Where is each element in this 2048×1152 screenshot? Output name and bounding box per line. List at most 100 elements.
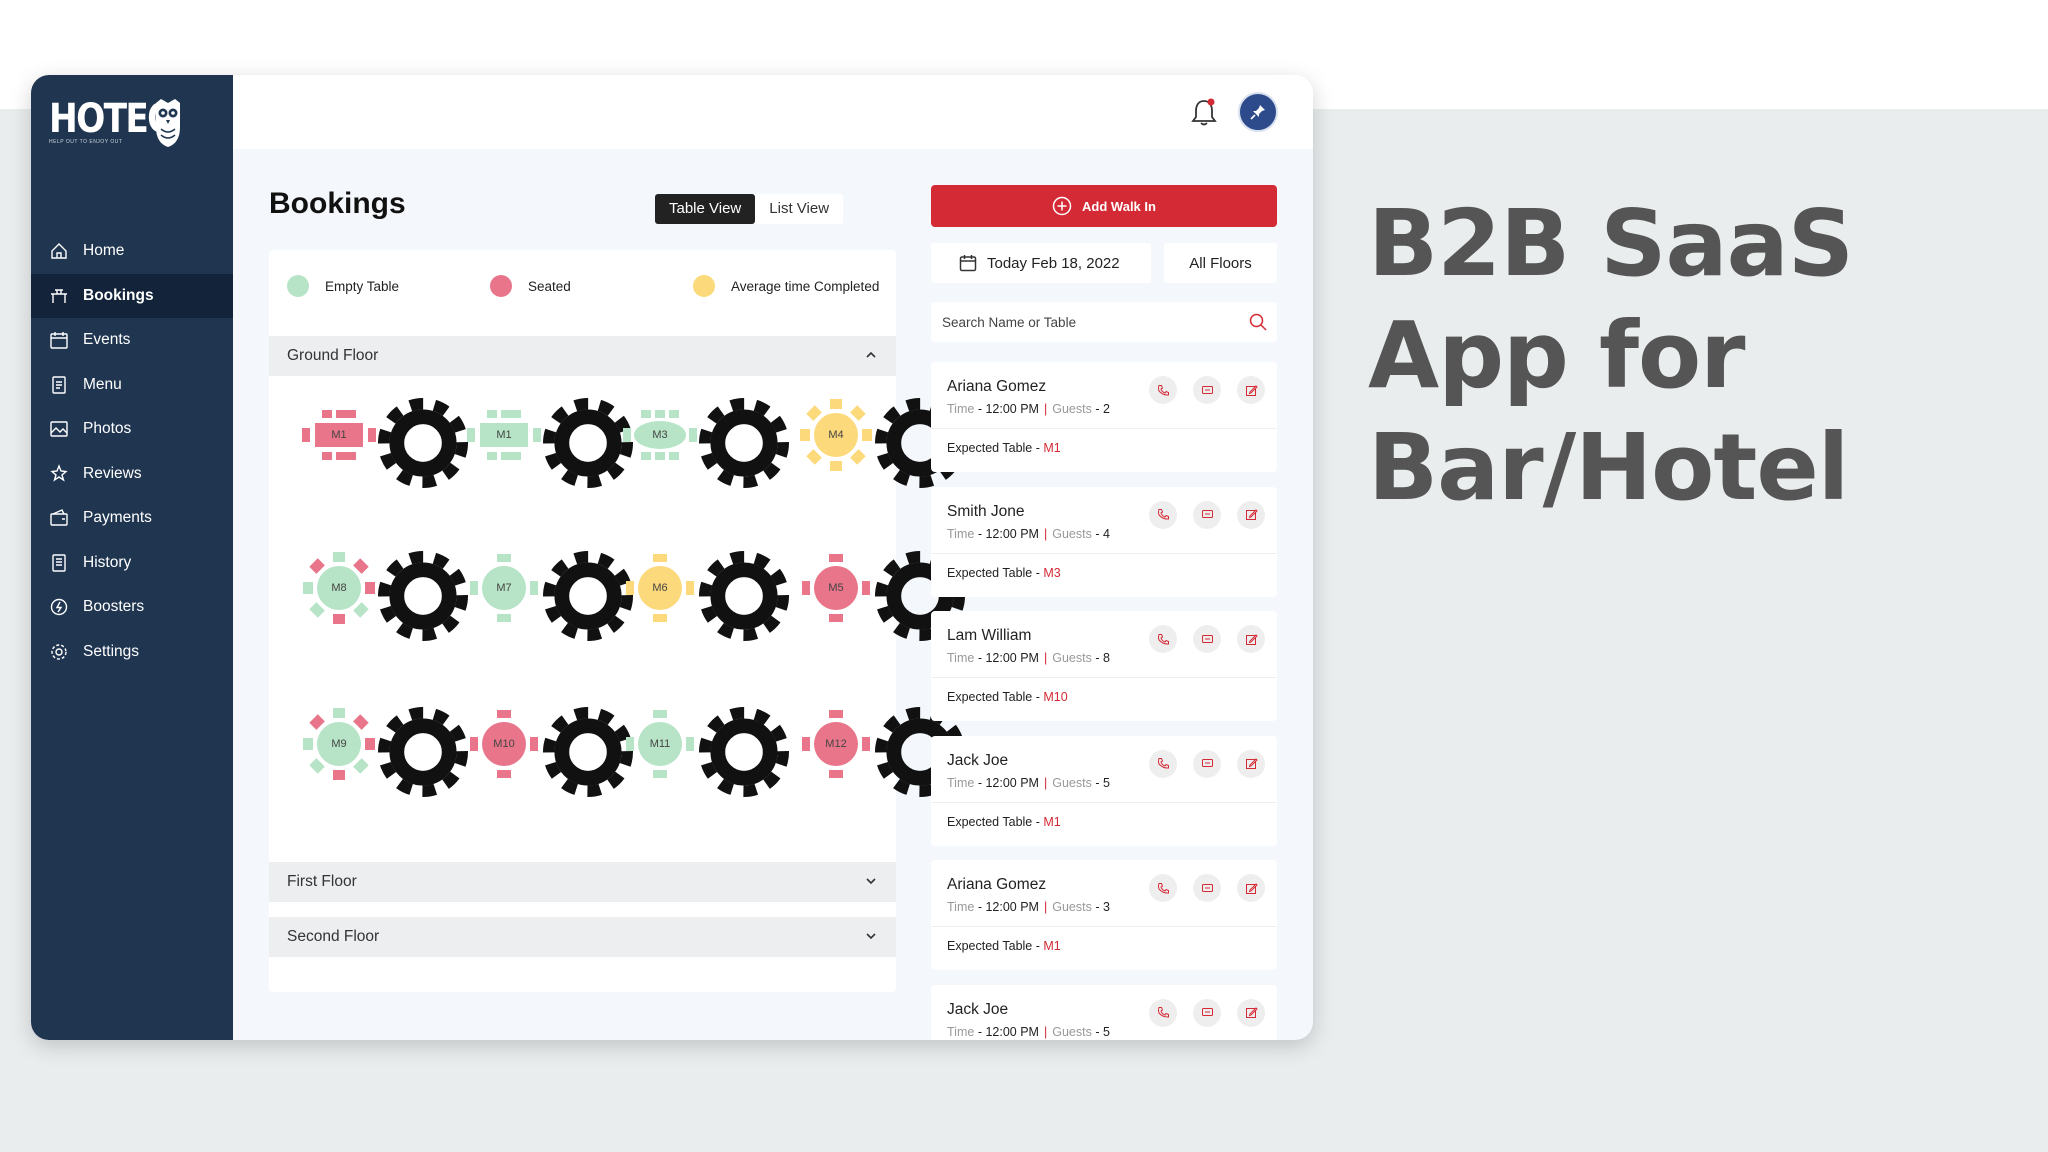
sidebar-item-label: Home bbox=[83, 242, 125, 260]
home-icon bbox=[51, 243, 67, 259]
legend-average-swatch bbox=[693, 275, 715, 297]
floor-selector[interactable]: All Floors bbox=[1164, 243, 1277, 283]
ground-floor-header[interactable]: Ground Floor bbox=[269, 336, 896, 376]
expected-table: Expected Table - M3 bbox=[947, 566, 1061, 580]
gear-icon[interactable] bbox=[698, 706, 790, 798]
search-box bbox=[931, 302, 1277, 342]
search-input[interactable] bbox=[942, 314, 1232, 330]
sidebar-item-boosters[interactable]: Boosters bbox=[31, 585, 233, 630]
meta-separator: | bbox=[1043, 402, 1048, 416]
sidebar-item-label: Menu bbox=[83, 375, 122, 393]
booking-card[interactable]: Jack Joe Time - 12:00 PM | Guests - 5 bbox=[931, 984, 1277, 1040]
gear-icon[interactable] bbox=[377, 706, 469, 798]
list-view-button[interactable]: List View bbox=[769, 200, 830, 217]
gear-icon[interactable] bbox=[542, 706, 634, 798]
first-floor-header[interactable]: First Floor bbox=[269, 862, 896, 902]
second-floor-header[interactable]: Second Floor bbox=[269, 917, 896, 957]
sidebar-item-menu[interactable]: Menu bbox=[31, 363, 233, 408]
call-button[interactable] bbox=[1149, 500, 1177, 529]
message-icon bbox=[1201, 634, 1213, 643]
edit-button[interactable] bbox=[1237, 749, 1265, 778]
edit-button[interactable] bbox=[1237, 500, 1265, 529]
dining-table[interactable]: M11 bbox=[615, 699, 790, 798]
sidebar-item-payments[interactable]: Payments bbox=[31, 496, 233, 541]
booking-card[interactable]: Ariana Gomez Time - 12:00 PM | Guests - 2 Ex… bbox=[931, 362, 1277, 472]
notification-bell-icon[interactable] bbox=[1190, 97, 1218, 127]
dining-table[interactable]: M8 bbox=[294, 543, 469, 642]
dining-table[interactable]: M5 bbox=[791, 543, 966, 642]
dining-table[interactable]: M6 bbox=[615, 543, 790, 642]
booking-time: 12:00 PM bbox=[985, 900, 1039, 914]
gear-icon[interactable] bbox=[377, 550, 469, 642]
gear-icon[interactable] bbox=[542, 550, 634, 642]
card-divider bbox=[931, 428, 1277, 429]
call-button[interactable] bbox=[1149, 625, 1177, 653]
table-shape bbox=[800, 399, 872, 471]
message-icon bbox=[1201, 759, 1213, 767]
gear-icon[interactable] bbox=[542, 397, 634, 489]
table-view-button[interactable]: Table View bbox=[655, 194, 756, 224]
sidebar-item-photos[interactable]: Photos bbox=[31, 407, 233, 452]
sidebar-item-reviews[interactable]: Reviews bbox=[31, 452, 233, 497]
call-button[interactable] bbox=[1149, 998, 1177, 1027]
dining-table[interactable]: M7 bbox=[459, 543, 634, 642]
guest-name: Smith Jone bbox=[947, 502, 1025, 520]
sidebar-item-history[interactable]: History bbox=[31, 541, 233, 586]
booking-card[interactable]: Lam William Time - 12:00 PM | Guests - 8 Exp… bbox=[931, 611, 1277, 721]
booking-meta: Time - 12:00 PM | Guests - 5 bbox=[947, 1025, 1110, 1039]
sidebar-item-settings[interactable]: Settings bbox=[31, 630, 233, 675]
expected-table-label: Expected Table - bbox=[947, 939, 1040, 953]
date-value: Today Feb 18, 2022 bbox=[987, 254, 1120, 272]
expected-table-id: M3 bbox=[1043, 565, 1061, 580]
edit-button[interactable] bbox=[1237, 874, 1265, 902]
call-button[interactable] bbox=[1149, 874, 1177, 902]
card-divider bbox=[931, 677, 1277, 678]
table-shape bbox=[626, 554, 694, 622]
phone-icon bbox=[1157, 758, 1169, 769]
message-button[interactable] bbox=[1193, 874, 1221, 902]
sidebar-item-events[interactable]: Events bbox=[31, 318, 233, 363]
call-button[interactable] bbox=[1149, 376, 1177, 404]
card-actions bbox=[1133, 749, 1265, 778]
call-button[interactable] bbox=[1149, 749, 1177, 778]
message-button[interactable] bbox=[1193, 500, 1221, 529]
search-icon[interactable] bbox=[1249, 313, 1267, 331]
edit-button[interactable] bbox=[1237, 998, 1265, 1027]
time-label: Time bbox=[947, 402, 975, 416]
dining-table[interactable]: M1 bbox=[294, 390, 469, 489]
dining-table[interactable]: M4 bbox=[791, 390, 966, 489]
dining-table[interactable]: M3 bbox=[615, 390, 790, 489]
message-button[interactable] bbox=[1193, 625, 1221, 653]
booking-card[interactable]: Smith Jone Time - 12:00 PM | Guests - 4 Expe… bbox=[931, 486, 1277, 597]
date-picker[interactable]: Today Feb 18, 2022 bbox=[931, 243, 1151, 283]
card-actions bbox=[1133, 376, 1265, 404]
dining-table[interactable]: M12 bbox=[791, 699, 966, 798]
time-separator: - bbox=[977, 651, 982, 665]
booking-card[interactable]: Jack Joe Time - 12:00 PM | Guests - 5 Expect… bbox=[931, 735, 1277, 846]
gear-icon[interactable] bbox=[698, 397, 790, 489]
gear-icon[interactable] bbox=[698, 550, 790, 642]
edit-button[interactable] bbox=[1237, 625, 1265, 653]
table-shape bbox=[802, 554, 870, 622]
message-button[interactable] bbox=[1193, 998, 1221, 1027]
message-button[interactable] bbox=[1193, 749, 1221, 778]
add-walk-in-label: Add Walk In bbox=[1082, 198, 1156, 214]
edit-icon bbox=[1245, 758, 1258, 769]
add-walk-in-button[interactable]: Add Walk In bbox=[931, 185, 1277, 227]
time-label: Time bbox=[947, 651, 975, 665]
edit-icon bbox=[1245, 384, 1258, 396]
brand-logo[interactable]: HOTEO HELP OUT TO ENJOY OUT bbox=[49, 96, 180, 157]
message-button[interactable] bbox=[1193, 376, 1221, 404]
dining-table[interactable]: M10 bbox=[459, 699, 634, 798]
dining-table[interactable]: M9 bbox=[294, 699, 469, 798]
brand-name: HOTEO bbox=[49, 96, 176, 142]
booking-card[interactable]: Ariana Gomez Time - 12:00 PM | Guests - 3 Ex… bbox=[931, 860, 1277, 970]
sidebar-item-label: Boosters bbox=[83, 598, 145, 616]
dining-table[interactable]: M1 bbox=[459, 390, 634, 489]
edit-button[interactable] bbox=[1237, 376, 1265, 404]
sidebar-item-home[interactable]: Home bbox=[31, 229, 233, 274]
sidebar-item-bookings[interactable]: Bookings bbox=[31, 273, 233, 318]
user-avatar[interactable] bbox=[1238, 92, 1278, 132]
meta-separator: | bbox=[1043, 775, 1048, 790]
gear-icon[interactable] bbox=[377, 397, 469, 489]
